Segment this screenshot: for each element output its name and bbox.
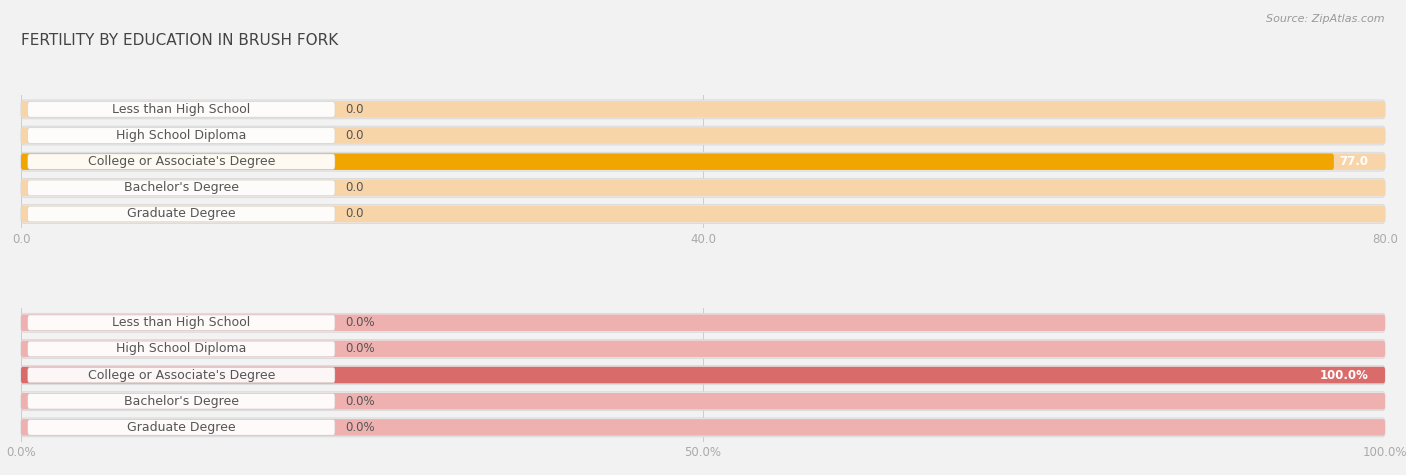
FancyBboxPatch shape: [21, 418, 1385, 437]
FancyBboxPatch shape: [21, 419, 1385, 436]
FancyBboxPatch shape: [21, 100, 1385, 119]
FancyBboxPatch shape: [28, 206, 335, 222]
FancyBboxPatch shape: [21, 180, 1385, 196]
FancyBboxPatch shape: [21, 101, 1385, 118]
Text: Bachelor's Degree: Bachelor's Degree: [124, 181, 239, 194]
Text: College or Associate's Degree: College or Associate's Degree: [87, 155, 276, 168]
FancyBboxPatch shape: [21, 367, 1385, 383]
FancyBboxPatch shape: [21, 179, 1385, 197]
FancyBboxPatch shape: [28, 393, 335, 409]
FancyBboxPatch shape: [28, 128, 335, 143]
FancyBboxPatch shape: [28, 315, 335, 331]
FancyBboxPatch shape: [21, 153, 1334, 170]
FancyBboxPatch shape: [28, 180, 335, 196]
Text: Less than High School: Less than High School: [112, 103, 250, 116]
FancyBboxPatch shape: [21, 366, 1385, 385]
Text: Less than High School: Less than High School: [112, 316, 250, 329]
Text: 0.0: 0.0: [346, 129, 364, 142]
FancyBboxPatch shape: [21, 314, 1385, 332]
Text: Graduate Degree: Graduate Degree: [127, 208, 236, 220]
FancyBboxPatch shape: [28, 102, 335, 117]
FancyBboxPatch shape: [28, 154, 335, 170]
Text: 0.0: 0.0: [346, 181, 364, 194]
Text: 100.0%: 100.0%: [1320, 369, 1368, 381]
Text: 0.0: 0.0: [346, 103, 364, 116]
FancyBboxPatch shape: [21, 341, 1385, 357]
FancyBboxPatch shape: [28, 419, 335, 435]
Text: 0.0%: 0.0%: [346, 342, 375, 355]
Text: Graduate Degree: Graduate Degree: [127, 421, 236, 434]
FancyBboxPatch shape: [21, 314, 1385, 331]
Text: 0.0%: 0.0%: [346, 316, 375, 329]
Text: 0.0%: 0.0%: [346, 395, 375, 408]
FancyBboxPatch shape: [21, 340, 1385, 358]
FancyBboxPatch shape: [28, 341, 335, 357]
FancyBboxPatch shape: [21, 367, 1385, 383]
Text: 77.0: 77.0: [1340, 155, 1368, 168]
FancyBboxPatch shape: [21, 126, 1385, 145]
Text: Bachelor's Degree: Bachelor's Degree: [124, 395, 239, 408]
Text: High School Diploma: High School Diploma: [117, 342, 246, 355]
Text: College or Associate's Degree: College or Associate's Degree: [87, 369, 276, 381]
Text: Source: ZipAtlas.com: Source: ZipAtlas.com: [1267, 14, 1385, 24]
Text: 0.0: 0.0: [346, 208, 364, 220]
FancyBboxPatch shape: [21, 153, 1385, 170]
FancyBboxPatch shape: [21, 205, 1385, 223]
Text: 0.0%: 0.0%: [346, 421, 375, 434]
Text: FERTILITY BY EDUCATION IN BRUSH FORK: FERTILITY BY EDUCATION IN BRUSH FORK: [21, 33, 339, 48]
Text: High School Diploma: High School Diploma: [117, 129, 246, 142]
FancyBboxPatch shape: [21, 127, 1385, 144]
FancyBboxPatch shape: [21, 393, 1385, 409]
FancyBboxPatch shape: [28, 367, 335, 383]
FancyBboxPatch shape: [21, 206, 1385, 222]
FancyBboxPatch shape: [21, 392, 1385, 411]
FancyBboxPatch shape: [21, 152, 1385, 171]
